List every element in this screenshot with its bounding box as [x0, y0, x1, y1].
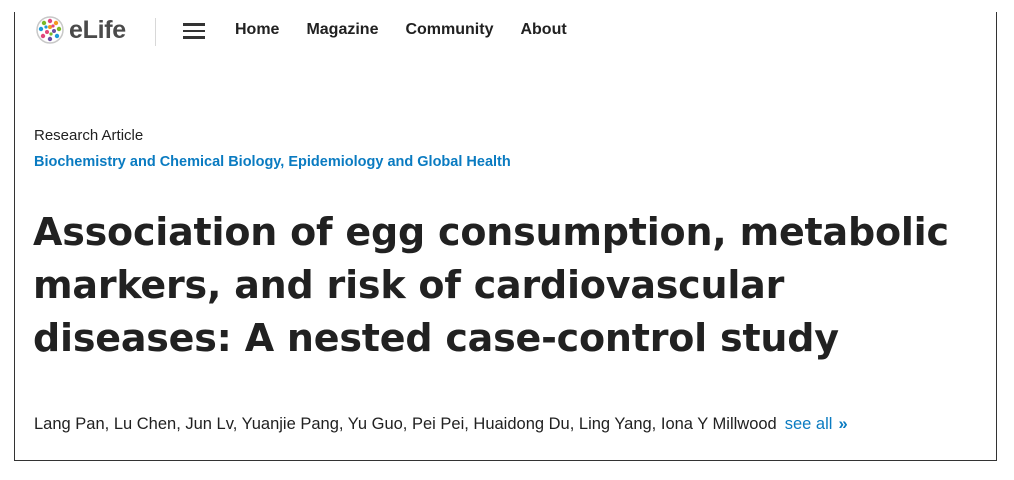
- nav-home[interactable]: Home: [235, 21, 280, 38]
- see-all-authors-link[interactable]: see all: [784, 415, 833, 433]
- author-list: Lang Pan, Lu Chen, Jun Lv, Yuanjie Pang,…: [34, 415, 848, 434]
- chevron-right-icon[interactable]: »: [838, 415, 848, 433]
- elife-dots-icon: [36, 16, 64, 44]
- subject-link-biochemistry[interactable]: Biochemistry and Chemical Biology: [34, 154, 281, 170]
- subject-link-epidemiology[interactable]: Epidemiology and Global Health: [288, 154, 511, 170]
- nav-magazine[interactable]: Magazine: [306, 21, 379, 38]
- header-divider: [155, 18, 156, 46]
- subject-list: Biochemistry and Chemical Biology, Epide…: [34, 154, 511, 170]
- main-nav: Home Magazine Community About: [235, 21, 594, 39]
- hamburger-menu-icon[interactable]: [183, 23, 205, 39]
- logo-text: eLife: [69, 15, 126, 44]
- article-title: Association of egg consumption, metaboli…: [33, 210, 949, 360]
- page-frame: eLife Home Magazine Community About Rese…: [14, 12, 997, 461]
- nav-community[interactable]: Community: [405, 21, 494, 38]
- site-header: eLife Home Magazine Community About: [15, 12, 996, 50]
- elife-logo[interactable]: eLife: [35, 15, 126, 45]
- article-type: Research Article: [34, 127, 144, 144]
- authors-text: Lang Pan, Lu Chen, Jun Lv, Yuanjie Pang,…: [34, 415, 777, 433]
- nav-about[interactable]: About: [520, 21, 567, 38]
- subject-separator: ,: [280, 154, 289, 170]
